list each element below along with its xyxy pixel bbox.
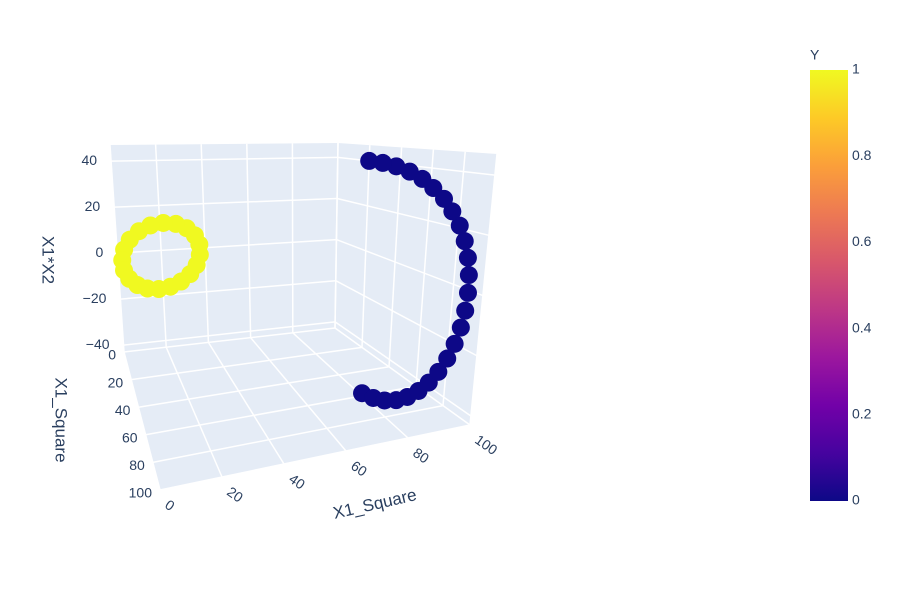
point <box>187 255 206 274</box>
colorbar-tick-label: 0.6 <box>852 233 872 249</box>
grid-line <box>159 424 471 491</box>
y-tick-label: 100 <box>129 485 153 501</box>
y-tick-label: 0 <box>108 347 116 363</box>
point <box>456 301 475 320</box>
z-tick-label: 20 <box>85 198 101 214</box>
point <box>429 362 448 381</box>
colorbar-tick-label: 0.8 <box>852 147 872 163</box>
x-tick-label: 20 <box>224 483 246 505</box>
colorbar-tick-label: 0 <box>852 492 860 508</box>
grid-line <box>334 142 339 329</box>
x-tick-label: 0 <box>162 496 178 514</box>
grid-line <box>117 238 337 254</box>
grid-line <box>152 404 444 464</box>
x-tick-label: 80 <box>410 444 432 466</box>
point <box>373 153 392 172</box>
x-tick-label: 60 <box>348 457 370 479</box>
grid-line <box>246 143 252 338</box>
point <box>459 266 478 285</box>
z-tick-label: 0 <box>96 244 104 260</box>
x-axis-title: X1_Square <box>331 485 418 523</box>
grid-line <box>114 197 338 208</box>
z-axis-title: X1*X2 <box>39 236 58 284</box>
colorbar-title: Y <box>810 47 820 63</box>
grid-line <box>111 156 338 162</box>
point <box>438 349 457 368</box>
point <box>360 151 379 170</box>
point <box>445 334 464 353</box>
y-tick-label: 40 <box>115 402 131 418</box>
grid-line <box>361 145 371 348</box>
grid-line <box>336 238 484 297</box>
grid-line <box>207 342 285 465</box>
grid-line <box>154 144 167 348</box>
point <box>451 318 470 337</box>
grid-line <box>469 153 498 426</box>
y-tick-label: 20 <box>108 374 124 390</box>
grid-line <box>292 332 409 439</box>
grid-line <box>334 321 472 417</box>
y-axis-title: X1_Square <box>52 377 71 462</box>
point <box>458 248 477 267</box>
grid-line <box>123 351 161 491</box>
z-tick-label: −40 <box>86 336 110 352</box>
colorbar-tick-label: 1 <box>852 61 860 77</box>
y-tick-label: 80 <box>129 457 145 473</box>
point <box>458 283 477 302</box>
point <box>455 232 474 251</box>
z-tick-label: 40 <box>82 152 98 168</box>
colorbar-tick-label: 0.2 <box>852 406 872 422</box>
point <box>387 157 406 176</box>
y-tick-label: 60 <box>122 430 138 446</box>
x-tick-label: 40 <box>286 470 308 492</box>
colorbar <box>810 70 848 501</box>
grid-line <box>123 327 336 353</box>
back-wall <box>110 143 338 352</box>
grid-line <box>123 321 336 346</box>
grid-line <box>131 346 363 381</box>
grid-line <box>138 366 390 408</box>
x-tick-label: 100 <box>472 431 500 458</box>
grid-line <box>165 346 223 478</box>
scene: 0 20 40 60 80 100 0 20 40 60 80 100 −40 −20 0 20 40 <box>82 142 501 514</box>
colorbar-tick-label: 0.4 <box>852 319 872 335</box>
grid-line <box>388 147 403 367</box>
grid-line <box>334 327 471 426</box>
point <box>450 216 469 235</box>
z-tick-label: −20 <box>83 290 107 306</box>
grid-line <box>250 337 347 452</box>
